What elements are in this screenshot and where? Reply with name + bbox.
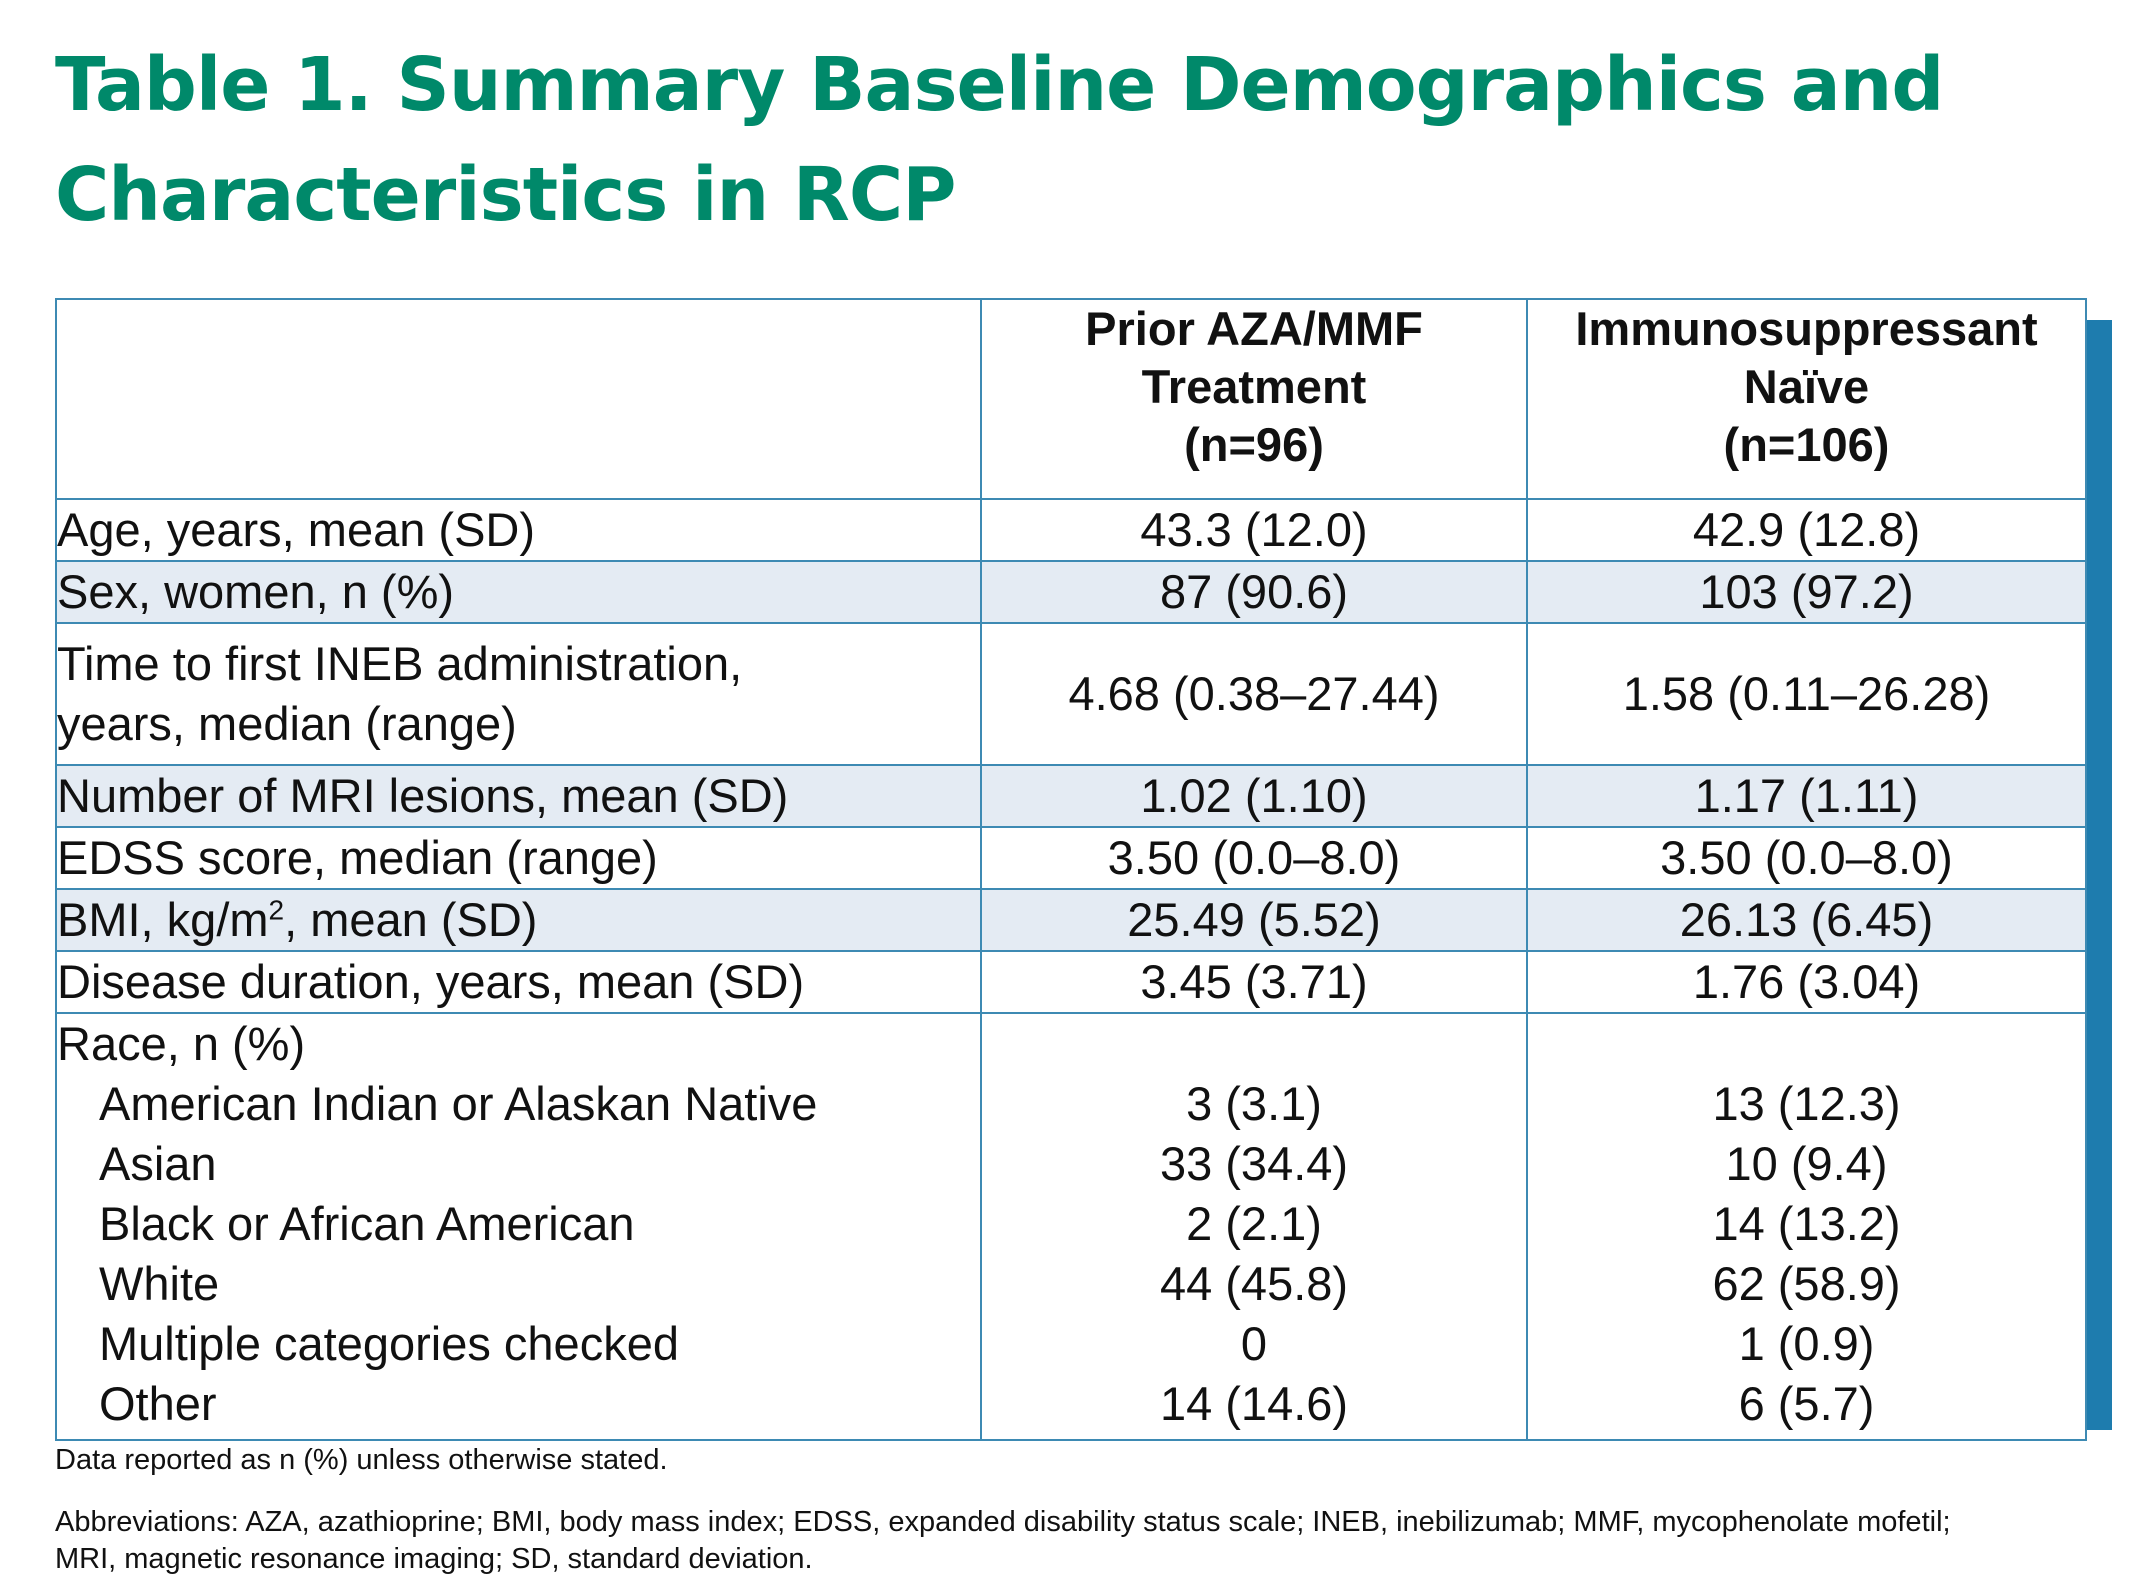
race-value-prior: 3 (3.1)	[1186, 1077, 1322, 1130]
header-col3-line3: (n=106)	[1723, 418, 1890, 471]
row-value-prior: 3.50 (0.0–8.0)	[980, 826, 1528, 890]
header-immunosuppressant-naive: Immunosuppressant Naïve (n=106)	[1526, 298, 2087, 500]
demographics-table: Prior AZA/MMF Treatment (n=96) Immunosup…	[55, 298, 2087, 1441]
row-value-prior: 1.02 (1.10)	[980, 764, 1528, 828]
header-prior-aza-mmf: Prior AZA/MMF Treatment (n=96)	[980, 298, 1528, 500]
footnote-abbreviations-line2: MRI, magnetic resonance imaging; SD, sta…	[55, 1543, 813, 1575]
page-title: Table 1. Summary Baseline Demographics a…	[55, 30, 2055, 250]
row-value-naive: 26.13 (6.45)	[1526, 888, 2087, 952]
row-label: EDSS score, median (range)	[55, 826, 982, 890]
header-col2-line1: Prior AZA/MMF	[1085, 302, 1423, 355]
row-value-prior: 43.3 (12.0)	[980, 498, 1528, 562]
race-spacer	[982, 1014, 1526, 1074]
row-value-naive: 103 (97.2)	[1526, 560, 2087, 624]
row-label: Sex, women, n (%)	[55, 560, 982, 624]
race-item-label: Asian	[99, 1137, 217, 1190]
race-value-prior: 33 (34.4)	[1159, 1137, 1349, 1190]
race-value-naive: 6 (5.7)	[1738, 1377, 1875, 1430]
table-row-time-to-ineb: Time to first INEB administration, years…	[55, 622, 2087, 766]
race-values-naive: 13 (12.3) 10 (9.4) 14 (13.2) 62 (58.9) 1…	[1526, 1012, 2087, 1441]
footnotes: Data reported as n (%) unless otherwise …	[55, 1440, 2135, 1578]
footnote-data-reported: Data reported as n (%) unless otherwise …	[55, 1444, 668, 1476]
table-row-mri-lesions: Number of MRI lesions, mean (SD) 1.02 (1…	[55, 764, 2087, 828]
row-value-naive: 1.58 (0.11–26.28)	[1526, 622, 2087, 766]
race-spacer	[1528, 1014, 2085, 1074]
table-row-bmi: BMI, kg/m2, mean (SD) 25.49 (5.52) 26.13…	[55, 888, 2087, 952]
row-label: Number of MRI lesions, mean (SD)	[55, 764, 982, 828]
demographics-table-container: Prior AZA/MMF Treatment (n=96) Immunosup…	[55, 298, 2112, 1441]
row-value-naive: 1.17 (1.11)	[1526, 764, 2087, 828]
header-empty-cell	[55, 298, 982, 500]
table-row-edss: EDSS score, median (range) 3.50 (0.0–8.0…	[55, 826, 2087, 890]
title-line-2: Characteristics in RCP	[55, 152, 956, 238]
title-line-1: Table 1. Summary Baseline Demographics a…	[55, 42, 1944, 128]
table-row-disease-duration: Disease duration, years, mean (SD) 3.45 …	[55, 950, 2087, 1014]
row-label: Time to first INEB administration, years…	[55, 622, 982, 766]
row-label-line1: Time to first INEB administration,	[57, 637, 743, 690]
race-item-label: American Indian or Alaskan Native	[99, 1077, 818, 1130]
race-item-label: Black or African American	[99, 1197, 635, 1250]
row-value-naive: 1.76 (3.04)	[1526, 950, 2087, 1014]
footnote-abbreviations: Abbreviations: AZA, azathioprine; BMI, b…	[55, 1504, 2135, 1578]
race-heading: Race, n (%)	[57, 1017, 306, 1070]
row-label-bmi-sup: 2	[268, 894, 285, 926]
race-item-label: Other	[99, 1377, 217, 1430]
footnote-abbreviations-line1: Abbreviations: AZA, azathioprine; BMI, b…	[55, 1506, 1951, 1538]
table-row-race: Race, n (%) American Indian or Alaskan N…	[55, 1012, 2087, 1441]
row-value-prior: 25.49 (5.52)	[980, 888, 1528, 952]
table-header-row: Prior AZA/MMF Treatment (n=96) Immunosup…	[55, 298, 2087, 500]
row-label-bmi-pre: BMI, kg/m	[57, 893, 269, 946]
header-col3-line1: Immunosuppressant	[1575, 302, 2038, 355]
header-col3-line2: Naïve	[1743, 360, 1870, 413]
table-row-sex: Sex, women, n (%) 87 (90.6) 103 (97.2)	[55, 560, 2087, 624]
row-label-line2: years, median (range)	[57, 697, 517, 750]
race-value-naive: 1 (0.9)	[1738, 1317, 1875, 1370]
race-value-naive: 14 (13.2)	[1712, 1197, 1901, 1250]
row-label: Disease duration, years, mean (SD)	[55, 950, 982, 1014]
row-value-prior: 3.45 (3.71)	[980, 950, 1528, 1014]
row-label-bmi-post: , mean (SD)	[284, 893, 538, 946]
race-value-prior: 2 (2.1)	[1186, 1197, 1322, 1250]
row-label: Age, years, mean (SD)	[55, 498, 982, 562]
race-value-naive: 13 (12.3)	[1712, 1077, 1901, 1130]
row-value-prior: 4.68 (0.38–27.44)	[980, 622, 1528, 766]
race-item-label: Multiple categories checked	[99, 1317, 679, 1370]
row-value-naive: 3.50 (0.0–8.0)	[1526, 826, 2087, 890]
header-col2-line3: (n=96)	[1184, 418, 1324, 471]
row-value-naive: 42.9 (12.8)	[1526, 498, 2087, 562]
row-label: BMI, kg/m2, mean (SD)	[55, 888, 982, 952]
row-value-prior: 87 (90.6)	[980, 560, 1528, 624]
race-labels: Race, n (%) American Indian or Alaskan N…	[55, 1012, 982, 1441]
race-value-naive: 62 (58.9)	[1712, 1257, 1901, 1310]
header-col2-line2: Treatment	[1141, 360, 1367, 413]
table-row-age: Age, years, mean (SD) 43.3 (12.0) 42.9 (…	[55, 498, 2087, 562]
race-values-prior: 3 (3.1) 33 (34.4) 2 (2.1) 44 (45.8) 0 14…	[980, 1012, 1528, 1441]
race-value-prior: 44 (45.8)	[1159, 1257, 1349, 1310]
race-value-prior: 0	[1240, 1317, 1268, 1370]
race-value-prior: 14 (14.6)	[1159, 1377, 1349, 1430]
race-item-label: White	[99, 1257, 220, 1310]
race-value-naive: 10 (9.4)	[1725, 1137, 1888, 1190]
